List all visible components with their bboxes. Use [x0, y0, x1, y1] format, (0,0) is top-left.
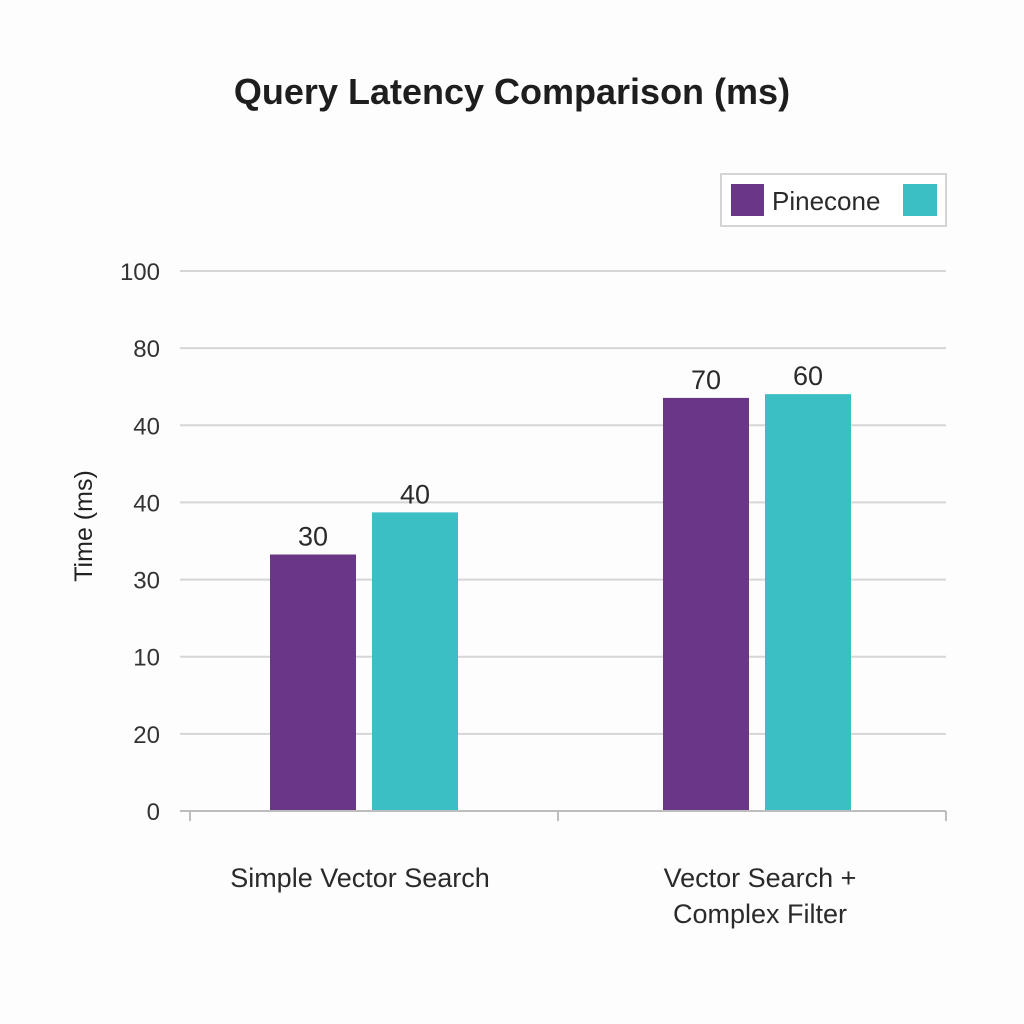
y-tick-label: 10 [133, 645, 160, 672]
data-label: 70 [691, 365, 721, 395]
y-tick-label: 40 [133, 490, 160, 517]
x-axis [180, 810, 947, 821]
x-category-label: Simple Vector Search [230, 863, 490, 893]
legend[interactable]: Pinecone [720, 173, 947, 227]
y-tick-label: 20 [133, 722, 160, 749]
y-tick-label: 0 [147, 799, 160, 826]
data-label: 30 [298, 522, 328, 552]
data-label: 60 [793, 361, 823, 391]
bar-series-1-category-1 [270, 554, 356, 811]
data-label: 40 [400, 479, 430, 509]
y-tick-label: 40 [133, 413, 160, 440]
legend-swatch-series-2 [903, 184, 937, 216]
chart-title: Query Latency Comparison (ms) [234, 71, 790, 112]
x-category-label: Complex Filter [673, 899, 847, 929]
legend-label-series-1: Pinecone [772, 186, 880, 216]
legend-swatch-series-1 [731, 184, 764, 216]
labels: 0 20 10 30 40 40 80 100 30 70 40 60 Simple Vector Se… [120, 259, 856, 929]
x-category-label: Vector Search + [664, 863, 857, 893]
y-axis-label: Time (ms) [70, 470, 98, 582]
y-tick-label: 30 [133, 568, 160, 595]
y-tick-label: 80 [133, 336, 160, 363]
bar-series-1-category-2 [663, 397, 749, 811]
bar-series-2-category-2 [765, 394, 851, 811]
y-tick-label: 100 [120, 259, 160, 286]
bars [270, 394, 851, 811]
bar-series-2-category-1 [372, 512, 458, 811]
